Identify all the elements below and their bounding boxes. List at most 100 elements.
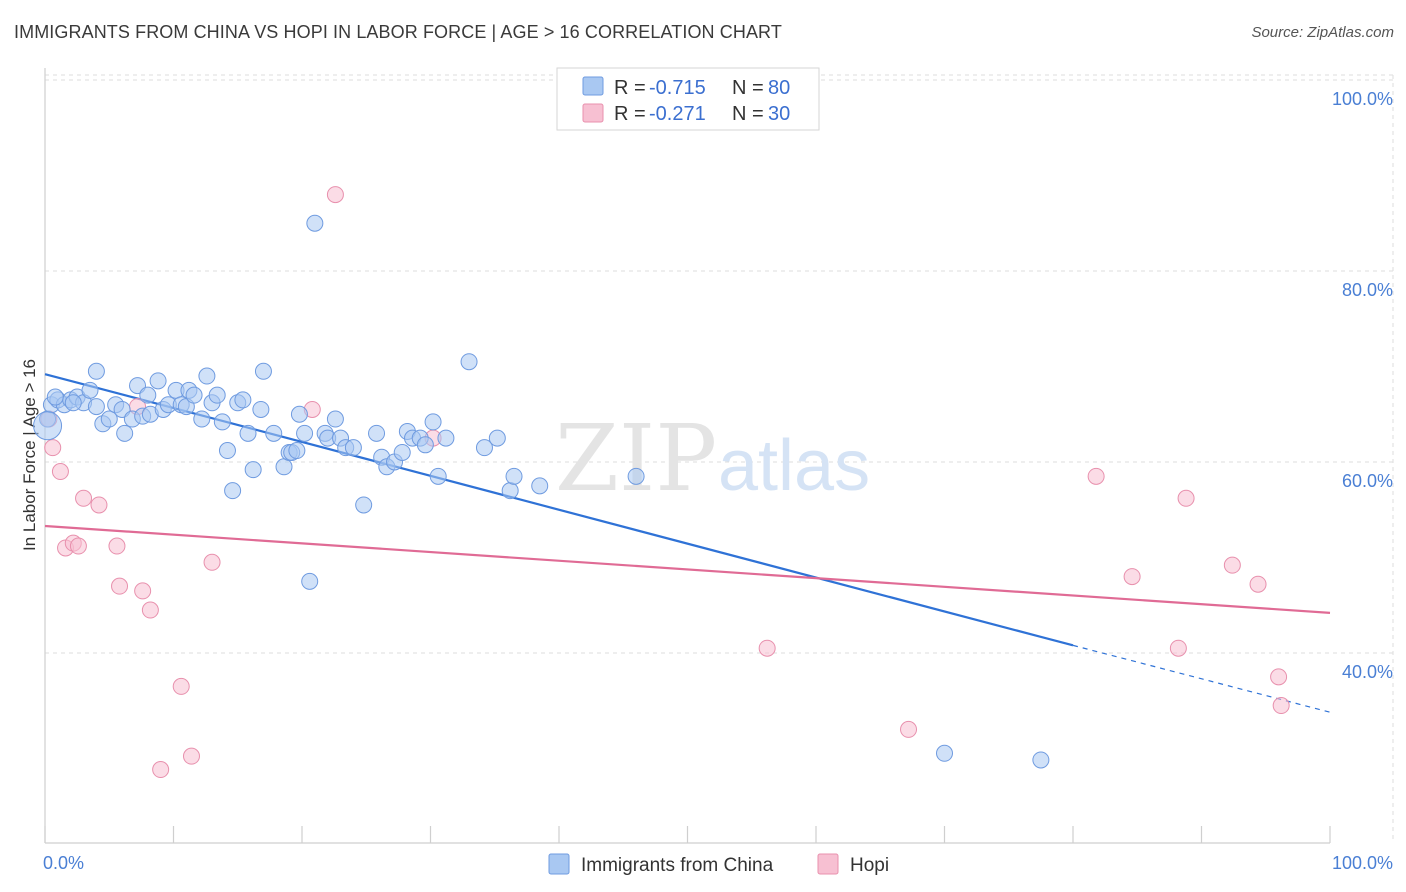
legend-r-label-hopi: R = [614,103,646,125]
legend-n-label-hopi: N = [732,103,764,125]
point-hopi [1223,556,1241,574]
y-tick-label: 40.0% [1342,662,1393,682]
point-china [429,467,447,485]
point-china [288,442,306,460]
bottom-legend-label-china: Immigrants from China [581,855,774,876]
point-china [139,386,157,404]
legend-top: R = -0.715 N = 80 R = -0.271 N = 30 [556,67,820,131]
point-hopi [326,186,344,204]
bottom-legend-swatch-hopi [817,853,839,875]
watermark-atlas: atlas [718,426,870,506]
point-hopi [182,747,200,765]
point-china [193,410,211,428]
point-china [275,458,293,476]
point-hopi [1177,489,1195,507]
point-china [149,372,167,390]
point-hopi [108,537,126,555]
point-china [290,405,308,423]
legend-bottom: Immigrants from China Hopi [548,853,889,876]
point-hopi [1249,575,1267,593]
point-hopi [69,537,87,555]
gridlines: 40.0% 60.0% 80.0% 100.0% [45,74,1395,843]
point-hopi [758,639,776,657]
point-china [224,482,242,500]
x-tick-label-start: 0.0% [43,853,84,873]
point-hopi [141,601,159,619]
point-china [100,410,118,428]
point-hopi [1272,697,1290,715]
point-hopi [134,582,152,600]
point-china [416,436,434,454]
point-china [368,424,386,442]
legend-n-value-hopi: 30 [768,103,790,125]
point-china [437,429,455,447]
y-axis-label: In Labor Force | Age > 16 [20,359,39,551]
bottom-legend-swatch-china [548,853,570,875]
point-china [213,413,231,431]
y-tick-label: 100.0% [1332,89,1393,109]
point-china [81,381,99,399]
point-china [46,388,64,406]
point-hopi [152,761,170,779]
point-hopi [75,489,93,507]
y-tick-label: 60.0% [1342,471,1393,491]
point-china [218,442,236,460]
point-china [393,443,411,461]
x-tick-label-end: 100.0% [1332,853,1393,873]
point-china [198,367,216,385]
chart-title: IMMIGRANTS FROM CHINA VS HOPI IN LABOR F… [14,22,782,42]
axes: 0.0% 100.0% [43,68,1393,873]
point-hopi [51,463,69,481]
point-china [87,398,105,416]
watermark-zip: ZIP [555,405,717,512]
point-china [488,429,506,447]
legend-r-value-china: -0.715 [649,77,706,99]
legend-n-label-china: N = [732,77,764,99]
point-china [252,400,270,418]
point-china [1032,751,1050,769]
point-china [234,391,252,409]
point-hopi [172,677,190,695]
legend-r-label-china: R = [614,77,646,99]
point-china-large [33,411,63,441]
legend-n-value-china: 80 [768,77,790,99]
point-china [116,424,134,442]
point-hopi [44,439,62,457]
point-china [355,496,373,514]
point-china [265,424,283,442]
y-tick-label: 80.0% [1342,280,1393,300]
point-hopi [1169,639,1187,657]
trend-line-china-extension [1072,644,1331,713]
point-china [475,439,493,457]
point-china [254,362,272,380]
point-china [301,572,319,590]
point-hopi [203,553,221,571]
bottom-legend-label-hopi: Hopi [850,855,889,876]
point-china [344,439,362,457]
point-china [326,410,344,428]
point-china [208,386,226,404]
point-china [501,482,519,500]
point-china [460,353,478,371]
data-points [33,186,1290,779]
point-china [424,413,442,431]
point-china [244,461,262,479]
point-china [627,467,645,485]
point-hopi [900,720,918,738]
point-china [306,214,324,232]
legend-r-value-hopi: -0.271 [649,103,706,125]
point-hopi [1123,568,1141,586]
trend-line-hopi [44,524,1331,614]
point-hopi [1270,668,1288,686]
point-hopi [90,496,108,514]
source-credit: Source: ZipAtlas.com [1251,24,1394,41]
point-china [296,424,314,442]
legend-swatch-hopi [582,103,604,123]
point-china [505,467,523,485]
point-china [936,744,953,762]
point-hopi [111,577,129,595]
point-hopi [1087,467,1105,485]
point-china [87,362,105,380]
point-china [239,424,257,442]
